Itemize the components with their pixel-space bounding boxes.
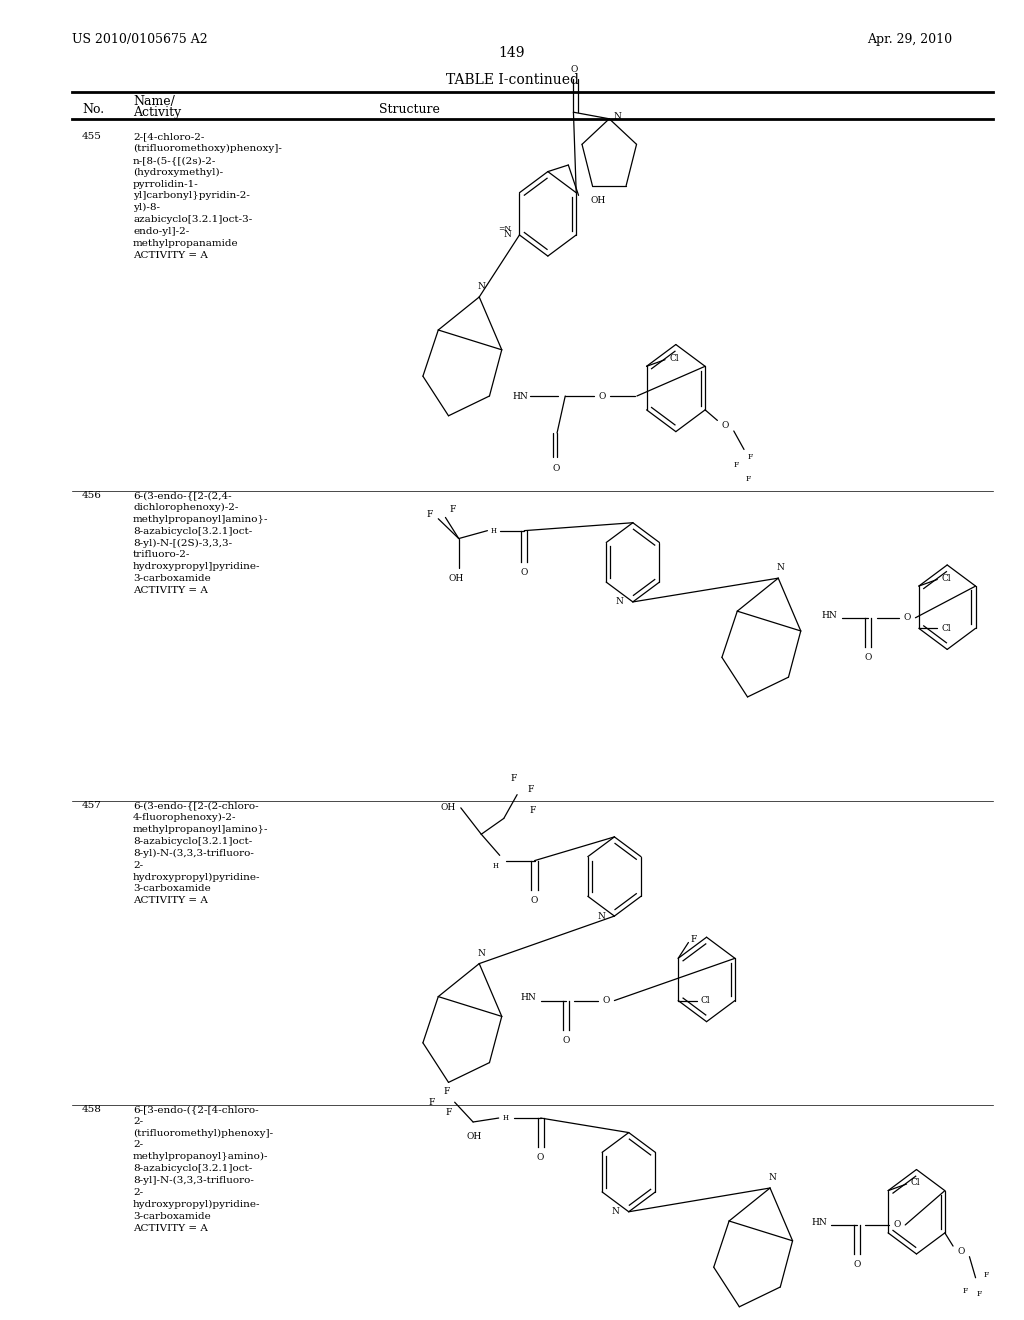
Text: OH: OH <box>440 804 456 812</box>
Text: O: O <box>903 614 911 622</box>
Text: O: O <box>957 1247 965 1255</box>
Text: N: N <box>613 112 622 120</box>
Text: O: O <box>598 392 606 400</box>
Text: N: N <box>503 231 511 239</box>
Text: F: F <box>977 1290 982 1298</box>
Text: Cl: Cl <box>910 1179 921 1187</box>
Text: N: N <box>477 949 485 957</box>
Text: 455: 455 <box>82 132 101 141</box>
Text: TABLE I-continued: TABLE I-continued <box>445 73 579 87</box>
Text: No.: No. <box>82 103 104 116</box>
Text: F: F <box>427 511 433 519</box>
Text: F: F <box>983 1271 988 1279</box>
Text: US 2010/0105675 A2: US 2010/0105675 A2 <box>72 33 207 46</box>
Text: O: O <box>530 896 539 904</box>
Text: F: F <box>745 474 751 483</box>
Text: OH: OH <box>467 1133 482 1140</box>
Text: =N: =N <box>498 224 511 234</box>
Text: F: F <box>690 936 697 944</box>
Text: HN: HN <box>520 994 536 1002</box>
Text: O: O <box>520 569 528 577</box>
Text: Cl: Cl <box>700 997 711 1005</box>
Text: O: O <box>562 1036 570 1044</box>
Text: H: H <box>493 862 499 870</box>
Text: OH: OH <box>591 197 606 205</box>
Text: OH: OH <box>449 574 464 582</box>
Text: 6-[3-endo-({2-[4-chloro-
2-
(trifluoromethyl)phenoxy]-
2-
methylpropanoyl}amino): 6-[3-endo-({2-[4-chloro- 2- (trifluorome… <box>133 1105 273 1233</box>
Text: O: O <box>537 1154 545 1162</box>
Text: Name/: Name/ <box>133 95 175 108</box>
Text: Structure: Structure <box>379 103 439 116</box>
Text: 6-(3-endo-{[2-(2,4-
dichlorophenoxy)-2-
methylpropanoyl]amino}-
8-azabicyclo[3.2: 6-(3-endo-{[2-(2,4- dichlorophenoxy)-2- … <box>133 491 268 595</box>
Text: F: F <box>443 1088 450 1096</box>
Text: N: N <box>768 1173 776 1181</box>
Text: 458: 458 <box>82 1105 101 1114</box>
Text: HN: HN <box>821 611 837 619</box>
Text: O: O <box>893 1221 901 1229</box>
Text: N: N <box>615 598 624 606</box>
Text: F: F <box>748 453 753 462</box>
Text: Apr. 29, 2010: Apr. 29, 2010 <box>867 33 952 46</box>
Text: N: N <box>477 282 485 290</box>
Text: F: F <box>963 1287 968 1295</box>
Text: F: F <box>527 785 534 793</box>
Text: N: N <box>597 912 605 920</box>
Text: 457: 457 <box>82 801 101 810</box>
Text: F: F <box>529 807 536 814</box>
Text: HN: HN <box>811 1218 826 1226</box>
Text: O: O <box>853 1261 861 1269</box>
Text: N: N <box>776 564 784 572</box>
Text: Cl: Cl <box>669 354 679 363</box>
Text: 6-(3-endo-{[2-(2-chloro-
4-fluorophenoxy)-2-
methylpropanoyl]amino}-
8-azabicycl: 6-(3-endo-{[2-(2-chloro- 4-fluorophenoxy… <box>133 801 268 906</box>
Text: O: O <box>864 653 872 661</box>
Text: H: H <box>490 527 497 535</box>
Text: 456: 456 <box>82 491 101 500</box>
Text: HN: HN <box>512 392 527 400</box>
Text: O: O <box>570 66 579 74</box>
Text: O: O <box>552 465 560 473</box>
Text: F: F <box>511 775 517 783</box>
Text: F: F <box>450 506 456 513</box>
Text: Activity: Activity <box>133 106 181 119</box>
Text: H: H <box>503 1114 509 1122</box>
Text: 2-[4-chloro-2-
(trifluoromethoxy)phenoxy]-
n-[8-(5-{[(2s)-2-
(hydroxymethyl)-
py: 2-[4-chloro-2- (trifluoromethoxy)phenoxy… <box>133 132 282 260</box>
Text: O: O <box>722 421 729 430</box>
Text: F: F <box>733 461 738 470</box>
Text: Cl: Cl <box>941 624 951 632</box>
Text: 149: 149 <box>499 46 525 61</box>
Text: F: F <box>429 1098 435 1106</box>
Text: Cl: Cl <box>941 574 951 582</box>
Text: F: F <box>445 1109 452 1117</box>
Text: N: N <box>611 1208 620 1216</box>
Text: O: O <box>602 997 610 1005</box>
